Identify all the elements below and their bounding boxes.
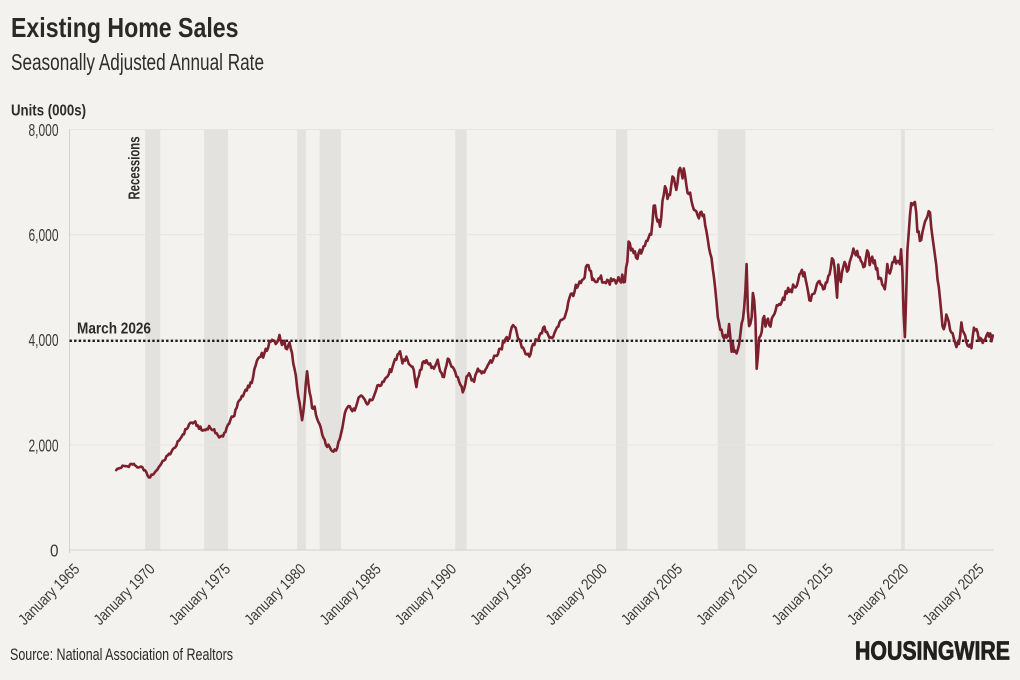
svg-text:Recessions: Recessions bbox=[127, 137, 144, 200]
svg-text:8,000: 8,000 bbox=[29, 120, 59, 140]
svg-text:4,000: 4,000 bbox=[29, 330, 59, 350]
svg-text:2,000: 2,000 bbox=[29, 435, 59, 455]
svg-text:6,000: 6,000 bbox=[29, 225, 59, 245]
svg-text:Source: National Association o: Source: National Association of Realtors bbox=[10, 646, 233, 664]
svg-text:Seasonally Adjusted Annual Rat: Seasonally Adjusted Annual Rate bbox=[11, 49, 264, 75]
svg-text:HOUSINGWIRE: HOUSINGWIRE bbox=[855, 636, 1010, 666]
svg-text:0: 0 bbox=[50, 541, 59, 561]
svg-text:Existing Home Sales: Existing Home Sales bbox=[11, 12, 239, 43]
svg-text:Units (000s): Units (000s) bbox=[11, 103, 86, 120]
svg-text:March 2026: March 2026 bbox=[77, 321, 151, 338]
